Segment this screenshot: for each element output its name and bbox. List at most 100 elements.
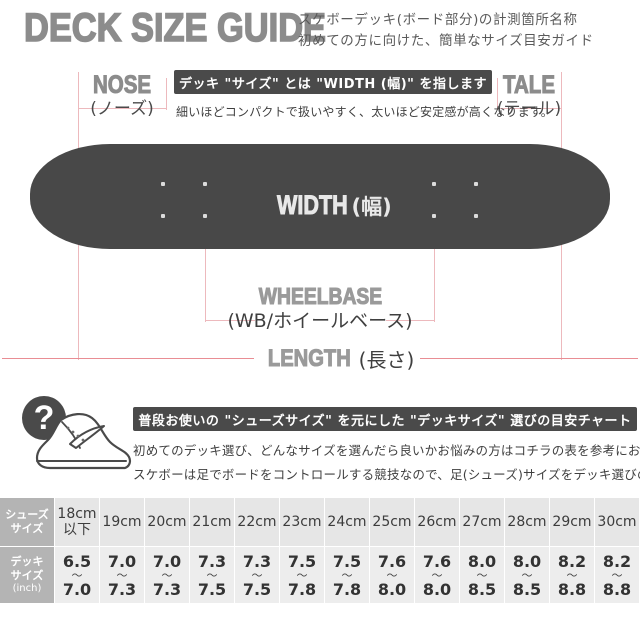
shoe-size-value: 19cm xyxy=(102,514,142,530)
deck-size-cell: 6.5 〜 7.0 xyxy=(55,547,99,603)
shoe-size-value: 29cm xyxy=(552,514,592,530)
wheelbase-label-jp: (WB/ホイールベース) xyxy=(227,310,413,332)
deck-size-max: 8.8 xyxy=(602,579,632,599)
guide-line-length-measure-right xyxy=(400,358,638,359)
chart-section-note-line1: 初めてのデッキ選び、どんなサイズを選んだら良いかお悩みの方はコチラの表を参考にお… xyxy=(133,443,640,458)
deck-size-max: 7.8 xyxy=(287,579,317,599)
mount-hole xyxy=(432,214,436,218)
deck-size-min: 7.0 xyxy=(107,551,137,571)
deck-size-min: 7.6 xyxy=(377,551,407,571)
chart-section-note-line2: スケボーは足でボードをコントロールする競技なので、足(シューズ)サイズをデッキ選… xyxy=(133,467,640,482)
deck-size-cell: 7.0 〜 7.3 xyxy=(145,547,189,603)
shoe-size-cell: 27cm xyxy=(460,498,504,546)
deck-size-max: 7.5 xyxy=(242,579,272,599)
shoe-size-cell: 30cm xyxy=(595,498,639,546)
deck-size-cell: 7.5 〜 7.8 xyxy=(280,547,324,603)
chart-section-banner: 普段お使いの "シューズサイズ" を元にした "デッキサイズ" 選びの目安チャー… xyxy=(133,407,637,431)
width-definition-banner: デッキ "サイズ" とは "WIDTH (幅)" を指します xyxy=(174,70,492,94)
shoe-size-cell: 24cm xyxy=(325,498,369,546)
shoe-size-cell: 18cm 以下 xyxy=(55,498,99,546)
size-chart-table: シューズ サイズ 18cm 以下 19cm 20cm 21cm 22cm 23cm 24cm 2… xyxy=(0,497,640,603)
shoe-size-value: 18cm xyxy=(57,506,97,522)
deck-width-label: WIDTH (幅) xyxy=(277,190,392,221)
shoe-size-value: 30cm xyxy=(597,514,637,530)
shoe-size-cell: 22cm xyxy=(235,498,279,546)
shoe-size-value: 28cm xyxy=(507,514,547,530)
shoe-size-value: 20cm xyxy=(147,514,187,530)
wheelbase-label-en: WHEELBASE xyxy=(258,283,382,309)
deck-size-min: 6.5 xyxy=(62,551,92,571)
deck-size-min: 7.5 xyxy=(287,551,317,571)
range-separator: 〜 xyxy=(341,568,353,582)
guide-line-wheelbase-measure-right xyxy=(386,320,434,321)
deck-size-max: 8.5 xyxy=(512,579,542,599)
table-body-row: デッキ サイズ (inch) 6.5 〜 7.0 7.0 〜 7.3 7.0 〜 7.3 7.3 〜… xyxy=(0,546,640,603)
skateboard-deck-shape xyxy=(30,144,610,249)
length-label: LENGTH (長さ) xyxy=(254,344,421,373)
wheelbase-label: WHEELBASE (WB/ホイールベース) xyxy=(220,283,420,333)
shoe-size-cell: 20cm xyxy=(145,498,189,546)
deck-size-min: 7.0 xyxy=(152,551,182,571)
deck-size-min: 8.2 xyxy=(557,551,587,571)
mount-hole xyxy=(203,182,207,186)
range-separator: 〜 xyxy=(521,568,533,582)
shoe-size-value: 25cm xyxy=(372,514,412,530)
range-separator: 〜 xyxy=(296,568,308,582)
deck-size-min: 8.2 xyxy=(602,551,632,571)
mount-hole xyxy=(474,182,478,186)
shoe-size-cell: 26cm xyxy=(415,498,459,546)
page-title: DECK SIZE GUIDE xyxy=(23,6,326,50)
deck-size-cell: 7.6 〜 8.0 xyxy=(415,547,459,603)
shoe-size-value: 26cm xyxy=(417,514,457,530)
guide-line-tale-measure xyxy=(497,108,561,109)
shoe-size-cell: 23cm xyxy=(280,498,324,546)
guide-line-wheelbase-left xyxy=(205,218,206,322)
range-separator: 〜 xyxy=(206,568,218,582)
mount-hole xyxy=(161,182,165,186)
shoe-size-value: 24cm xyxy=(327,514,367,530)
shoe-size-qualifier: 以下 xyxy=(63,522,91,538)
deck-size-min: 8.0 xyxy=(512,551,542,571)
shoe-size-cell: 19cm xyxy=(100,498,144,546)
shoe-size-cell: 25cm xyxy=(370,498,414,546)
mount-hole xyxy=(161,214,165,218)
deck-size-min: 7.3 xyxy=(197,551,227,571)
deck-size-cell: 7.3 〜 7.5 xyxy=(190,547,234,603)
tale-label: TALE (テール) xyxy=(469,72,589,120)
deck-size-cell: 8.0 〜 8.5 xyxy=(460,547,504,603)
range-separator: 〜 xyxy=(71,568,83,582)
shoe-size-cell: 29cm xyxy=(550,498,594,546)
deck-size-cell: 7.0 〜 7.3 xyxy=(100,547,144,603)
deck-size-cell: 8.0 〜 8.5 xyxy=(505,547,549,603)
deck-size-min: 7.5 xyxy=(332,551,362,571)
nose-label-jp: (ノーズ) xyxy=(90,99,154,119)
row-header-deck-size: デッキ サイズ (inch) xyxy=(0,547,54,603)
tale-label-jp: (テール) xyxy=(496,99,562,119)
guide-line-nose-inner xyxy=(166,78,167,110)
deck-size-min: 7.3 xyxy=(242,551,272,571)
header-subtitle-line1: スケボーデッキ(ボード部分)の計測箇所名称 xyxy=(298,12,578,28)
deck-size-max: 8.5 xyxy=(467,579,497,599)
guide-line-wheelbase-measure-left xyxy=(205,320,255,321)
deck-size-max: 7.8 xyxy=(332,579,362,599)
nose-label: NOSE (ノーズ) xyxy=(62,72,182,120)
deck-width-label-jp: (幅) xyxy=(351,195,392,219)
range-separator: 〜 xyxy=(611,568,623,582)
range-separator: 〜 xyxy=(161,568,173,582)
range-separator: 〜 xyxy=(476,568,488,582)
deck-size-min: 7.6 xyxy=(422,551,452,571)
table-header-row: シューズ サイズ 18cm 以下 19cm 20cm 21cm 22cm 23cm 24cm 2… xyxy=(0,497,640,546)
shoe-size-cell: 28cm xyxy=(505,498,549,546)
deck-size-max: 7.0 xyxy=(62,579,92,599)
deck-size-cell: 8.2 〜 8.8 xyxy=(595,547,639,603)
shoe-size-value: 22cm xyxy=(237,514,277,530)
range-separator: 〜 xyxy=(251,568,263,582)
shoe-size-value: 23cm xyxy=(282,514,322,530)
range-separator: 〜 xyxy=(566,568,578,582)
width-definition-note: 細いほどコンパクトで扱いやすく、太いほど安定感が高くなります。 xyxy=(176,105,554,119)
deck-size-cell: 7.3 〜 7.5 xyxy=(235,547,279,603)
deck-size-max: 7.3 xyxy=(107,579,137,599)
row-header-shoe-size: シューズ サイズ xyxy=(0,498,54,546)
shoe-size-value: 27cm xyxy=(462,514,502,530)
